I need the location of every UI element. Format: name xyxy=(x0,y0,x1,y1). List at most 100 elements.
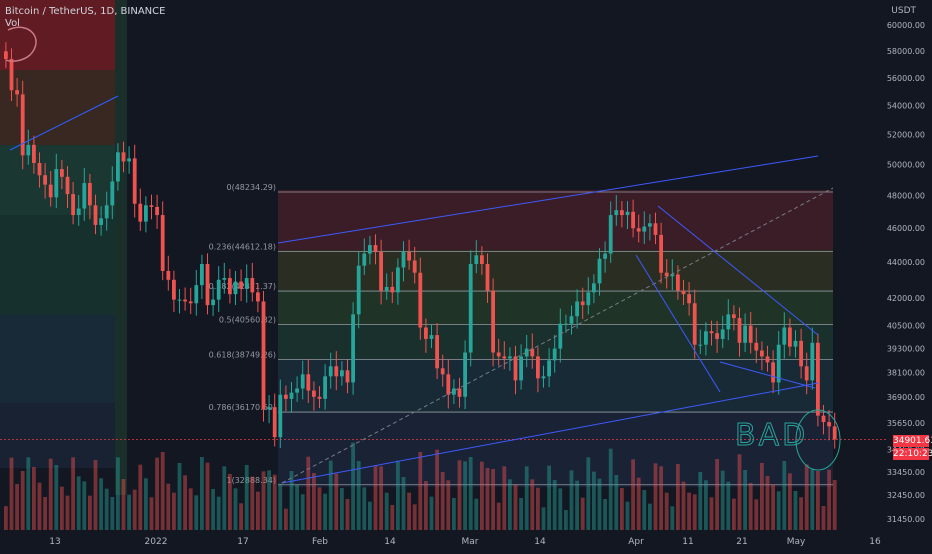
volume-bar xyxy=(54,465,59,530)
volume-bar xyxy=(743,470,747,530)
volume-bar xyxy=(267,470,271,530)
fib-level-label: 0.618(38749.26) xyxy=(209,350,276,359)
volume-bar xyxy=(468,457,473,530)
candle-body xyxy=(832,426,837,440)
volume-bar xyxy=(564,510,568,530)
time-tick-label: 14 xyxy=(534,537,546,547)
candle-body xyxy=(446,374,451,395)
volume-bar xyxy=(625,501,630,530)
volume-bar xyxy=(362,487,367,530)
volume-bar xyxy=(222,466,227,530)
price-axis[interactable]: 60000.00 58000.00 56000.00 54000.00 52000.00… xyxy=(887,0,932,550)
fib-zone-top-left xyxy=(0,0,115,70)
candle-body xyxy=(614,210,619,216)
fib-zone-left-6 xyxy=(0,403,115,468)
volume-bar xyxy=(88,495,92,530)
candle-body xyxy=(116,152,120,182)
candle-body xyxy=(390,286,395,293)
fib-zone-left-4 xyxy=(0,215,115,315)
volume-bar xyxy=(670,506,675,530)
candle-body xyxy=(474,255,479,264)
volume-bar xyxy=(821,506,826,530)
trendline-upper[interactable] xyxy=(277,155,819,244)
price-tick-label: 39300.00 xyxy=(887,345,925,354)
candle-body xyxy=(468,263,473,353)
fib-diagonal[interactable] xyxy=(281,187,834,484)
candle-body xyxy=(592,283,596,293)
candle-body xyxy=(676,274,680,291)
candle-body xyxy=(54,169,59,198)
volume-bar xyxy=(26,457,31,530)
candle-body xyxy=(760,350,764,357)
volume-bar xyxy=(457,460,462,530)
volume-bar xyxy=(435,449,439,530)
volume-bar xyxy=(597,478,602,530)
volume-bar xyxy=(603,499,607,530)
candle-body xyxy=(631,211,635,229)
wedge-left[interactable] xyxy=(635,254,721,393)
volume-bar xyxy=(676,464,680,530)
bad-text: BAD xyxy=(735,418,808,453)
candle-body xyxy=(379,251,383,291)
candle-body xyxy=(715,333,719,339)
candle-body xyxy=(166,270,171,280)
candle-body xyxy=(396,267,400,293)
volume-bar xyxy=(732,498,736,530)
candle-body xyxy=(300,374,305,389)
volume-bar xyxy=(345,499,350,530)
candle-body xyxy=(541,376,546,379)
volume-bar xyxy=(424,481,428,530)
volume-bar xyxy=(384,492,389,530)
volume-bar xyxy=(317,487,322,530)
time-tick-label: May xyxy=(787,537,806,547)
price-tick-label: 32450.00 xyxy=(887,491,925,500)
candle-body xyxy=(71,194,75,216)
candle-body xyxy=(93,205,98,225)
fib-zone-left-edge xyxy=(115,0,127,495)
trendline-left[interactable] xyxy=(9,95,119,151)
price-tick-label: 52000.00 xyxy=(887,130,925,139)
volume-bar xyxy=(569,470,574,530)
candle-body xyxy=(664,272,669,277)
candle-body xyxy=(704,331,708,345)
candle-body xyxy=(104,205,109,219)
fib-zones xyxy=(0,0,833,495)
price-tick-label: 50000.00 xyxy=(887,160,925,169)
candle-body xyxy=(284,394,288,399)
candle-body xyxy=(765,356,770,363)
candle-body xyxy=(463,352,467,397)
price-tick-label: 35650.00 xyxy=(887,419,925,428)
candle-body xyxy=(289,392,294,399)
candle-body xyxy=(519,356,523,381)
price-tick-label: 44000.00 xyxy=(887,258,925,267)
volume-bar xyxy=(508,479,512,530)
volume-bar xyxy=(502,466,507,530)
wedge-upper[interactable] xyxy=(657,205,819,336)
handwritten-bad-annotation: BAD xyxy=(735,409,841,471)
volume-bar xyxy=(32,467,36,530)
time-tick-label: Mar xyxy=(462,537,479,547)
volume-bar xyxy=(37,482,42,530)
candle-body xyxy=(216,279,221,300)
fib-level-label: 1(32888.34) xyxy=(226,476,276,485)
wedge-lower[interactable] xyxy=(719,361,816,389)
candle-body xyxy=(418,272,423,328)
candle-body xyxy=(732,314,736,319)
candle-body xyxy=(177,299,182,301)
volume-bar xyxy=(256,491,260,530)
volume-bar xyxy=(418,452,423,530)
volume-bar xyxy=(659,466,663,530)
volume-bar xyxy=(558,488,563,530)
candle-body xyxy=(144,205,148,222)
time-axis[interactable]: 13 2022 17 Feb 14 Mar 14 Apr 11 21 May 16 xyxy=(0,530,932,550)
trendline-lower[interactable] xyxy=(281,382,819,484)
volume-bar xyxy=(642,490,647,530)
volume-bar xyxy=(373,465,378,530)
candle-body xyxy=(648,223,652,227)
volume-bar xyxy=(121,479,126,530)
volume-bar xyxy=(166,483,171,530)
volume-bar xyxy=(592,471,596,530)
candle-body xyxy=(228,278,232,295)
